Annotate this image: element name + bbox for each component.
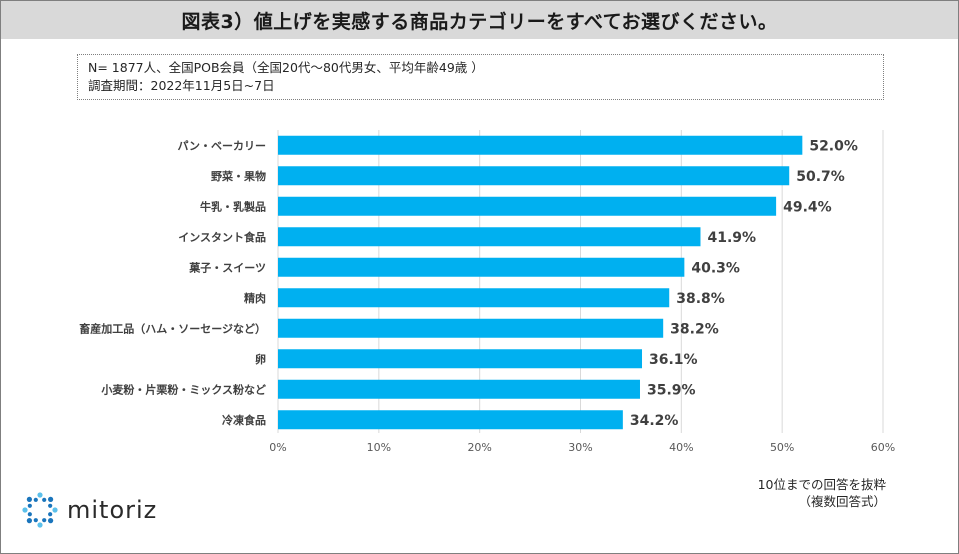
x-tick-label: 10% — [367, 441, 391, 454]
logo-dot — [26, 518, 32, 524]
data-label: 52.0% — [809, 138, 858, 154]
survey-period-note: 調査期間：2022年11月5日~7日 — [88, 78, 275, 93]
bar — [278, 410, 623, 430]
data-label: 50.7% — [796, 169, 845, 185]
category-label: 卵 — [255, 352, 266, 366]
sparkle-ring-logo-icon — [22, 492, 58, 528]
logo-dot — [48, 496, 54, 502]
logo-dot — [37, 492, 43, 498]
logo-dot — [26, 496, 32, 502]
x-tick-label: 20% — [467, 441, 491, 454]
footnote-top10: 10位までの回答を抜粋 — [757, 477, 886, 492]
logo-dot — [48, 503, 53, 508]
logo-dot — [22, 507, 28, 513]
category-label: 冷凍食品 — [222, 413, 266, 427]
data-label: 41.9% — [707, 230, 756, 246]
logo-dot — [42, 497, 47, 502]
logo-dot — [48, 518, 54, 524]
category-label: 野菜・果物 — [211, 169, 266, 183]
data-label: 38.8% — [676, 291, 725, 307]
category-label: 精肉 — [244, 291, 266, 305]
x-tick-label: 30% — [568, 441, 592, 454]
footnote: 10位までの回答を抜粋 （複数回答式） — [701, 476, 886, 510]
data-label: 40.3% — [691, 260, 740, 276]
category-label: 牛乳・乳製品 — [200, 199, 266, 213]
bar — [278, 349, 643, 369]
title-bar: 図表3）値上げを実感する商品カテゴリーをすべてお選びください。 — [1, 1, 958, 39]
x-tick-label: 50% — [770, 441, 794, 454]
bar — [278, 227, 701, 247]
category-label: インスタント食品 — [178, 230, 266, 244]
survey-note-box: N= 1877人、全国POB会員（全国20代～80代男女、平均年齢49歳 ） 調… — [77, 54, 884, 100]
x-tick-label: 0% — [269, 441, 286, 454]
bar — [278, 288, 670, 308]
brand-logo: mitoriz — [21, 491, 157, 529]
category-label: 菓子・スイーツ — [188, 260, 266, 274]
bar — [278, 166, 790, 186]
x-tick-label: 40% — [669, 441, 693, 454]
bar — [278, 257, 685, 277]
chart-title: 図表3）値上げを実感する商品カテゴリーをすべてお選びください。 — [181, 10, 778, 33]
bar — [278, 318, 664, 338]
bar — [278, 196, 777, 216]
data-label: 38.2% — [670, 321, 719, 337]
logo-dot — [42, 518, 47, 523]
logo-dot — [52, 507, 58, 513]
bar — [278, 379, 640, 399]
brand-name: mitoriz — [67, 496, 158, 524]
data-label: 36.1% — [649, 352, 698, 368]
category-label: 小麦粉・片栗粉・ミックス粉など — [100, 382, 266, 396]
bar — [278, 135, 803, 155]
logo-dot — [27, 512, 32, 517]
data-label: 49.4% — [783, 199, 832, 215]
data-label: 34.2% — [630, 413, 679, 429]
logo-dot — [33, 497, 38, 502]
data-label: 35.9% — [647, 382, 696, 398]
category-label: パン・ベーカリー — [177, 139, 266, 152]
footnote-multiple-answer: （複数回答式） — [798, 494, 886, 509]
category-label: 畜産加工品（ハム・ソーセージなど） — [79, 321, 266, 335]
logo-dot — [48, 512, 53, 517]
logo-dot — [27, 503, 32, 508]
survey-sample-note: N= 1877人、全国POB会員（全国20代～80代男女、平均年齢49歳 ） — [88, 60, 484, 75]
logo-dot — [37, 522, 43, 528]
logo-dot — [33, 518, 38, 523]
x-tick-label: 60% — [871, 441, 895, 454]
